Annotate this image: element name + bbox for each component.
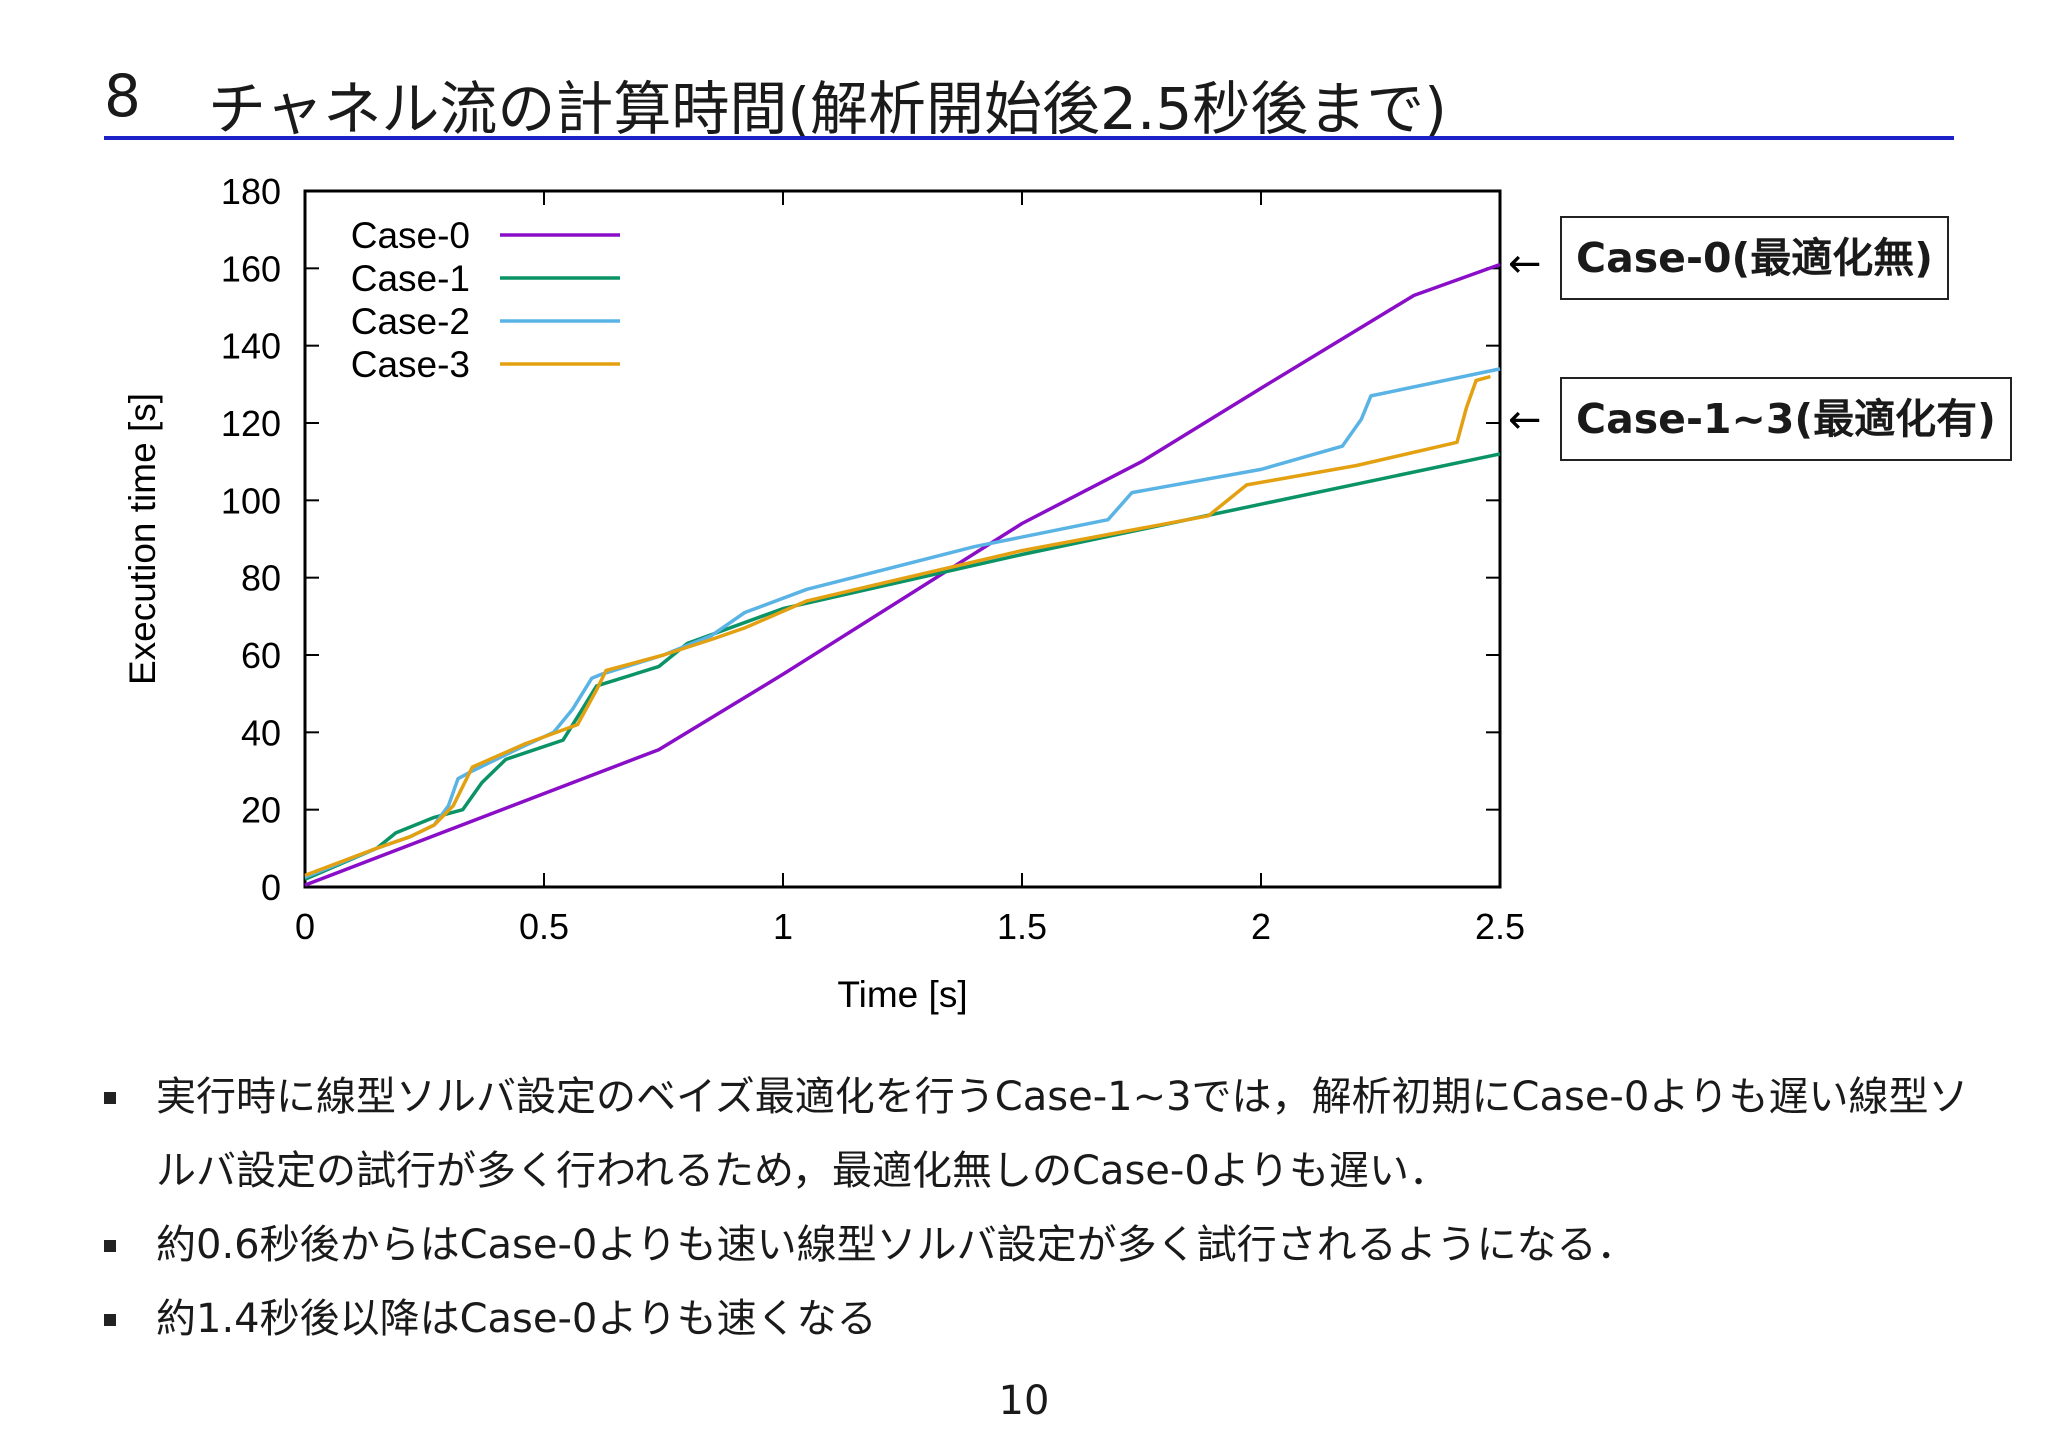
y-tick-label: 20	[241, 790, 281, 831]
callout-arrow: ←	[1508, 241, 1540, 287]
y-tick-label: 160	[221, 248, 281, 289]
x-tick-label: 2.5	[1475, 906, 1525, 947]
bullet-item: 実行時に線型ソルバ設定のベイズ最適化を行うCase-1∼3では，解析初期にCas…	[104, 1060, 1984, 1208]
legend-label-case-3: Case-3	[351, 344, 470, 385]
legend-label-case-1: Case-1	[351, 258, 470, 299]
x-axis-label: Time [s]	[837, 974, 967, 1015]
case0-callout: Case-0(最適化無)	[1560, 216, 1949, 300]
x-tick-label: 1	[773, 906, 793, 947]
y-tick-label: 100	[221, 480, 281, 521]
case123-callout: Case-1∼3(最適化有)	[1560, 377, 2012, 461]
slide-title: チャネル流の計算時間(解析開始後2.5秒後まで)	[208, 75, 1447, 143]
callout-arrow: ←	[1508, 397, 1540, 443]
title-rule	[104, 136, 1954, 140]
y-tick-label: 40	[241, 712, 281, 753]
plot-frame	[303, 189, 1502, 889]
series-line-case-0	[304, 262, 1501, 887]
y-tick-label: 60	[241, 635, 281, 676]
y-tick-label: 0	[261, 867, 281, 908]
bullet-square	[104, 1240, 116, 1252]
legend-label-case-2: Case-2	[351, 301, 470, 342]
section-number: 8	[104, 62, 141, 130]
bullet-square	[104, 1092, 116, 1104]
series-line-case-2	[304, 367, 1501, 879]
y-tick-label: 140	[221, 326, 281, 367]
series-line-case-3	[304, 374, 1491, 878]
bullet-text: 約0.6秒後からはCase-0よりも速い線型ソルバ設定が多く試行されるようになる…	[156, 1222, 1637, 1268]
x-tick-label: 2	[1251, 906, 1271, 947]
x-tick-label: 0.5	[519, 906, 569, 947]
x-tick-label: 0	[295, 906, 315, 947]
bullet-text: 実行時に線型ソルバ設定のベイズ最適化を行うCase-1∼3では，解析初期にCas…	[156, 1074, 1969, 1194]
y-tick-label: 180	[221, 171, 281, 212]
bullet-square	[104, 1314, 116, 1326]
y-tick-label: 120	[221, 403, 281, 444]
x-tick-label: 1.5	[997, 906, 1047, 947]
bullet-item: 約1.4秒後以降はCase-0よりも速くなる	[104, 1282, 1984, 1356]
bullet-text: 約1.4秒後以降はCase-0よりも速くなる	[156, 1296, 877, 1342]
execution-time-chart: 0 0.5 1 1.5 2 2.5 0 20 40 60 80 100 120 140 160 180 Time…	[122, 171, 1540, 1015]
y-tick-label: 80	[241, 558, 281, 599]
bullet-list: 実行時に線型ソルバ設定のベイズ最適化を行うCase-1∼3では，解析初期にCas…	[104, 1060, 1984, 1356]
page-number: 10	[998, 1378, 1050, 1424]
bullet-item: 約0.6秒後からはCase-0よりも速い線型ソルバ設定が多く試行されるようになる…	[104, 1208, 1984, 1282]
y-axis-label: Execution time [s]	[122, 393, 163, 685]
legend-label-case-0: Case-0	[351, 215, 470, 256]
slide-header: 8 チャネル流の計算時間(解析開始後2.5秒後まで)	[104, 52, 1954, 144]
